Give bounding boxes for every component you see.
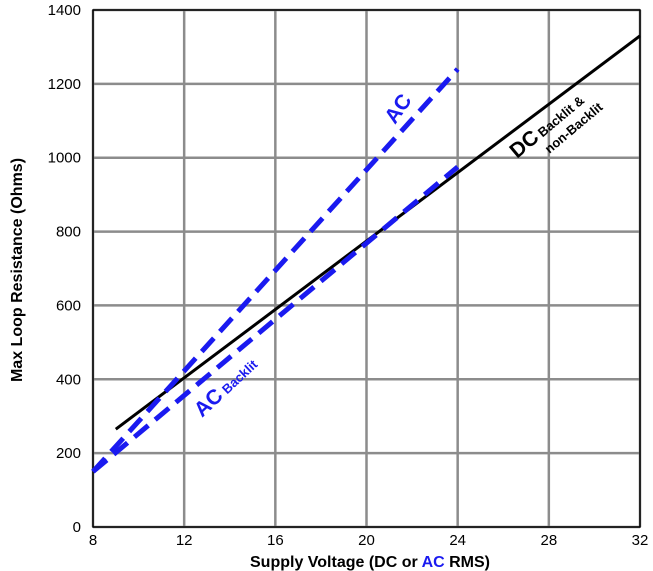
plot-frame — [92, 9, 641, 528]
series-line-ac-backlit — [91, 165, 460, 474]
x-tick-label: 8 — [89, 532, 97, 549]
x-tick-label: 24 — [449, 532, 466, 549]
x-axis-title-part-3: RMS) — [445, 554, 490, 571]
x-tick-label: 12 — [176, 532, 193, 549]
x-axis-title-part-1: Supply Voltage (DC or — [250, 554, 422, 571]
y-tick-label: 1400 — [48, 2, 81, 19]
y-tick-label: 0 — [73, 519, 81, 536]
y-tick-label: 800 — [56, 224, 81, 241]
tick-labels: 8 12 16 20 24 28 32 0 200 400 600 800 1000 1200 1400 — [48, 2, 649, 549]
y-tick-label: 1200 — [48, 76, 81, 93]
grid — [91, 8, 642, 529]
x-tick-label: 20 — [358, 532, 375, 549]
y-tick-label: 1000 — [48, 150, 81, 167]
x-axis-title-ac: AC — [422, 554, 446, 571]
y-tick-label: 600 — [56, 297, 81, 314]
x-axis-title: Supply Voltage (DC or AC RMS) — [250, 554, 490, 571]
x-tick-label: 28 — [540, 532, 557, 549]
y-tick-label: 400 — [56, 371, 81, 388]
y-tick-label: 200 — [56, 445, 81, 462]
y-axis-title: Max Loop Resistance (Ohms) — [9, 158, 26, 382]
series-line-dc — [114, 34, 641, 431]
x-tick-label: 32 — [632, 532, 649, 549]
series-line-ac — [91, 67, 460, 474]
series-group — [91, 34, 641, 474]
x-tick-label: 16 — [267, 532, 284, 549]
